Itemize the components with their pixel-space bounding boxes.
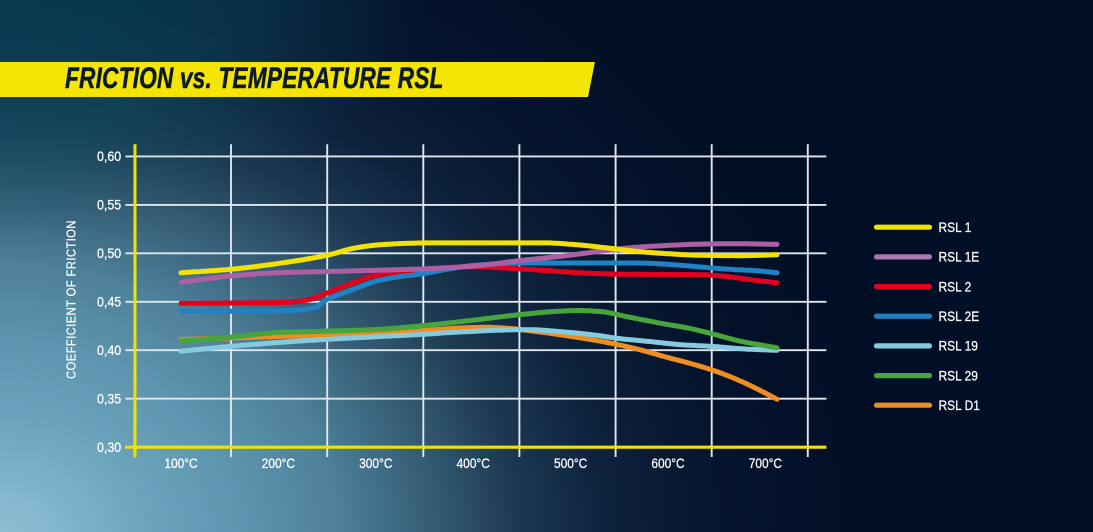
svg-text:RSL D1: RSL D1 (939, 397, 980, 413)
svg-text:0,60: 0,60 (97, 149, 121, 165)
svg-text:COEFFICIENT OF FRICTION: COEFFICIENT OF FRICTION (64, 220, 79, 379)
svg-text:200°C: 200°C (262, 455, 295, 471)
svg-text:0,35: 0,35 (97, 391, 121, 407)
svg-text:400°C: 400°C (457, 455, 490, 471)
svg-text:RSL 19: RSL 19 (939, 338, 978, 354)
svg-text:0,55: 0,55 (97, 197, 121, 213)
svg-text:RSL 1E: RSL 1E (939, 249, 980, 265)
svg-text:0,40: 0,40 (97, 342, 121, 358)
svg-text:100°C: 100°C (164, 455, 197, 471)
svg-text:500°C: 500°C (554, 455, 587, 471)
svg-text:RSL 1: RSL 1 (939, 219, 972, 235)
svg-text:700°C: 700°C (749, 455, 782, 471)
svg-text:0,30: 0,30 (97, 439, 121, 455)
svg-text:RSL 29: RSL 29 (939, 368, 978, 384)
svg-text:0,50: 0,50 (97, 246, 121, 262)
svg-text:0,45: 0,45 (97, 294, 121, 310)
svg-text:600°C: 600°C (651, 455, 684, 471)
svg-text:RSL 2: RSL 2 (939, 279, 972, 295)
svg-text:RSL 2E: RSL 2E (939, 308, 980, 324)
svg-text:300°C: 300°C (359, 455, 392, 471)
